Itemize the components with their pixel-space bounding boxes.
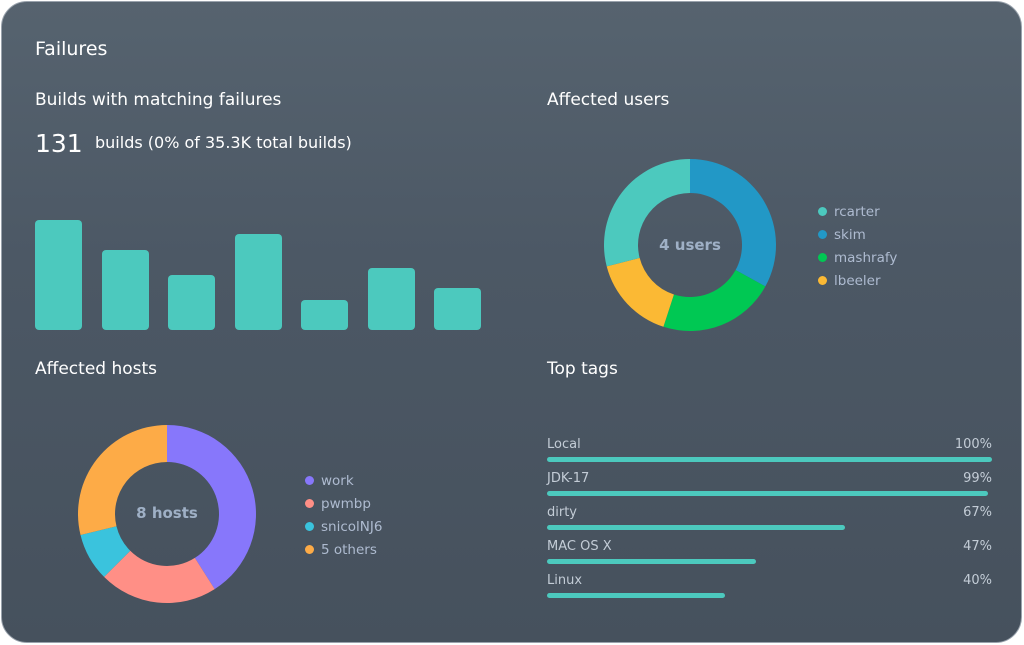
legend-label: skim [834, 226, 866, 243]
tag-label: dirty [547, 505, 577, 520]
legend-dot-icon [305, 499, 314, 508]
tag-bar [547, 559, 757, 564]
users-legend-item[interactable]: rcarter [818, 200, 897, 223]
bar-7[interactable] [434, 288, 481, 330]
hosts-slice-2[interactable] [80, 526, 131, 577]
legend-dot-icon [818, 230, 827, 239]
users-legend: rcarter skim mashrafy lbeeler [818, 200, 897, 292]
legend-dot-icon [305, 476, 314, 485]
legend-dot-icon [305, 522, 314, 531]
tag-label: MAC OS X [547, 539, 612, 554]
tag-percent: 99% [963, 471, 992, 486]
bar-1[interactable] [35, 220, 82, 330]
legend-dot-icon [818, 276, 827, 285]
legend-label: rcarter [834, 203, 880, 220]
bar-4[interactable] [234, 234, 282, 330]
bar-6[interactable] [367, 268, 415, 330]
hosts-slice-0[interactable] [167, 425, 256, 590]
users-center-label: 4 users [659, 236, 721, 254]
tag-item[interactable]: Linux 40% [547, 573, 992, 598]
hosts-legend-item[interactable]: work [305, 469, 382, 492]
tag-percent: 47% [963, 539, 992, 554]
hosts-legend-item[interactable]: 5 others [305, 538, 382, 561]
legend-label: lbeeler [834, 272, 881, 289]
hosts-slice-3[interactable] [78, 425, 167, 536]
tag-bar [547, 457, 992, 462]
bar-2[interactable] [101, 250, 149, 330]
users-slice-2[interactable] [663, 270, 766, 331]
hosts-legend-item[interactable]: pwmbp [305, 492, 382, 515]
tag-percent: 100% [954, 437, 992, 452]
card-title: Failures [35, 38, 108, 60]
legend-dot-icon [818, 207, 827, 216]
legend-dot-icon [305, 545, 314, 554]
users-slice-1[interactable] [690, 159, 776, 287]
hosts-heading: Affected hosts [35, 359, 158, 379]
tag-item[interactable]: dirty 67% [547, 505, 992, 530]
legend-label: 5 others [321, 541, 377, 558]
legend-label: mashrafy [834, 249, 898, 266]
bar-5[interactable] [301, 300, 348, 330]
users-donut [604, 159, 776, 331]
users-heading: Affected users [547, 90, 670, 110]
hosts-legend-item[interactable]: snicolNJ6 [305, 515, 382, 538]
hosts-slice-1[interactable] [104, 550, 215, 603]
legend-label: work [321, 472, 354, 489]
hosts-center-label: 8 hosts [136, 504, 198, 522]
tag-label: Local [547, 437, 581, 452]
users-legend-item[interactable]: mashrafy [818, 246, 897, 269]
builds-summary: builds (0% of 35.3K total builds) [95, 133, 352, 152]
tag-label: JDK-17 [547, 471, 590, 486]
legend-dot-icon [818, 253, 827, 262]
tag-item[interactable]: JDK-17 99% [547, 471, 992, 496]
tag-item[interactable]: Local 100% [547, 437, 992, 462]
builds-heading: Builds with matching failures [35, 90, 282, 110]
users-legend-item[interactable]: skim [818, 223, 897, 246]
legend-label: snicolNJ6 [321, 518, 383, 535]
tag-percent: 40% [963, 573, 992, 588]
users-legend-item[interactable]: lbeeler [818, 269, 897, 292]
users-slice-3[interactable] [606, 257, 674, 327]
builds-count: 131 [35, 129, 83, 158]
legend-label: pwmbp [321, 495, 371, 512]
tag-bar [547, 491, 988, 496]
tag-bar [547, 525, 846, 530]
hosts-legend: work pwmbp snicolNJ6 5 others [305, 469, 382, 561]
users-slice-0[interactable] [604, 159, 690, 267]
tag-percent: 67% [963, 505, 992, 520]
hosts-donut [78, 425, 256, 603]
tag-label: Linux [547, 573, 583, 588]
bar-3[interactable] [168, 275, 215, 330]
tag-bar [547, 593, 725, 598]
tag-item[interactable]: MAC OS X 47% [547, 539, 992, 564]
tags-heading: Top tags [547, 359, 618, 379]
